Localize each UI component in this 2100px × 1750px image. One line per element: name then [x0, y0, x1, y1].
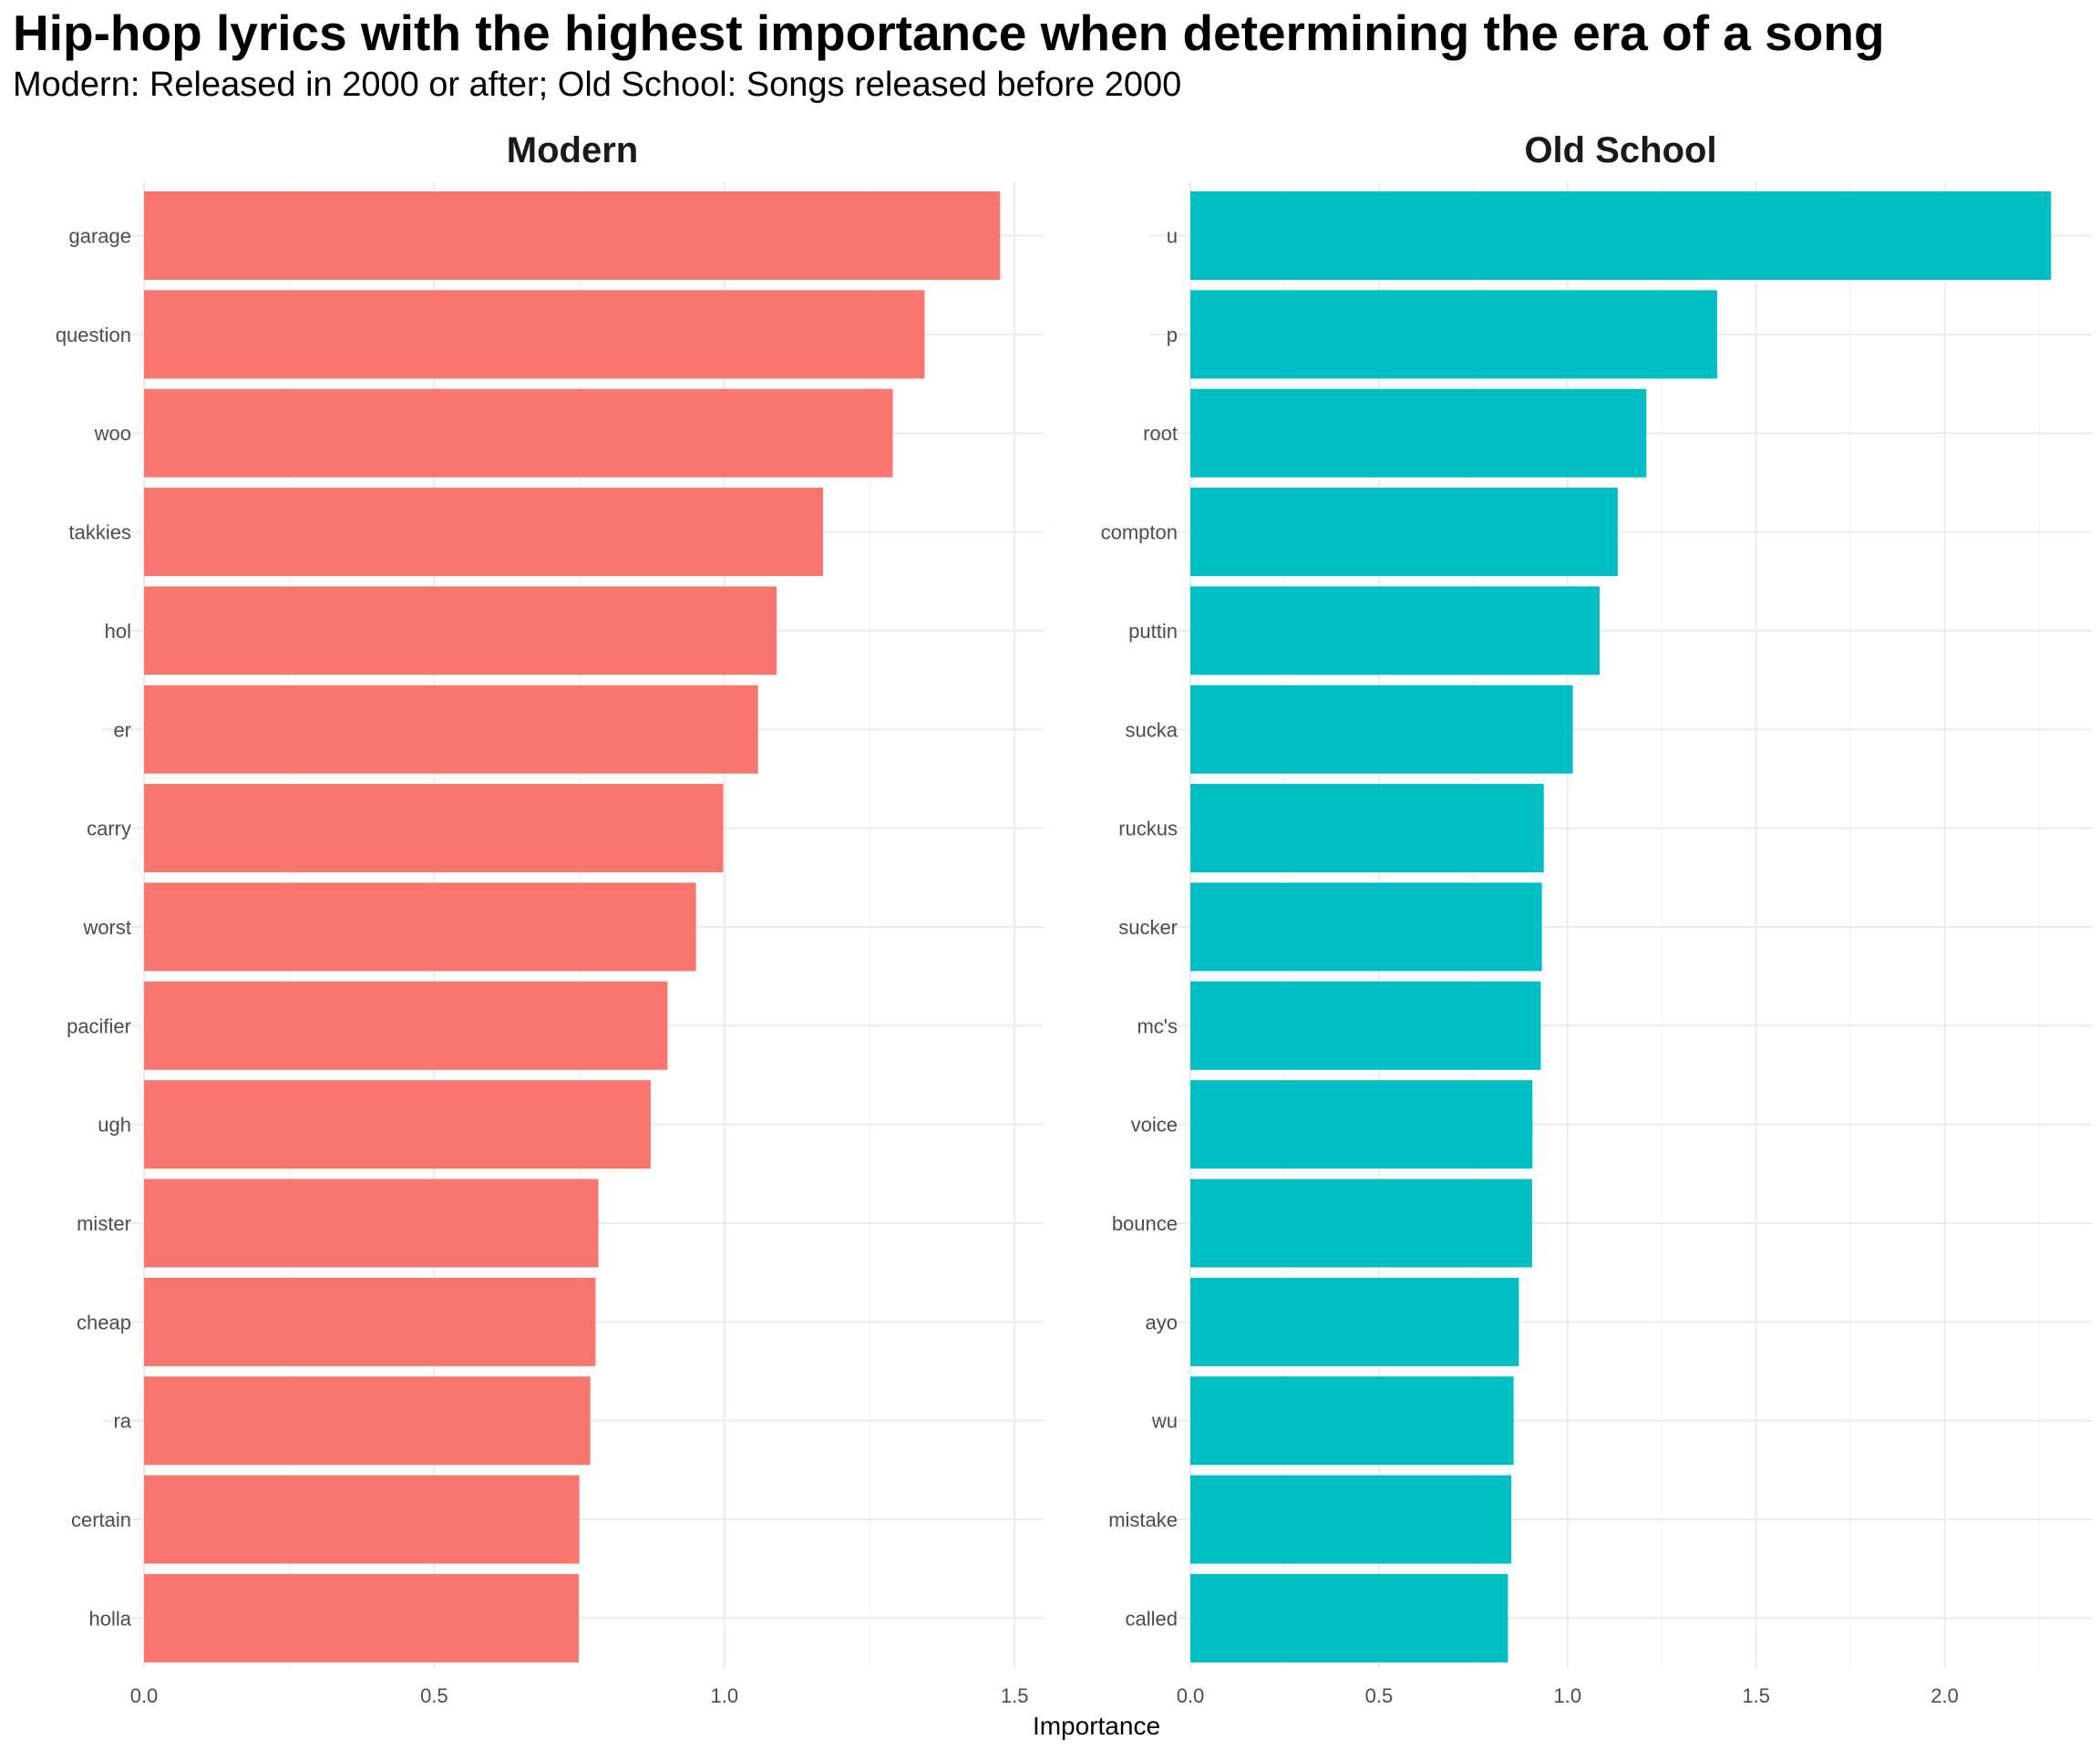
category-label: mister: [77, 1212, 131, 1235]
category-label: carry: [87, 818, 131, 840]
category-label: garage: [68, 225, 131, 248]
bar-cheap: [144, 1277, 596, 1366]
bar-sucka: [1190, 685, 1573, 774]
category-label: cheap: [77, 1311, 131, 1333]
bar-puttin: [1190, 586, 1600, 675]
bar-woo: [144, 388, 893, 478]
bar-takkies: [144, 488, 824, 577]
x-tick-label: 0.5: [1365, 1684, 1394, 1707]
bar-pacifier: [144, 981, 668, 1070]
category-label: ruckus: [1118, 818, 1178, 840]
x-tick-label: 0.5: [420, 1684, 448, 1707]
bar-garage: [144, 191, 1001, 280]
x-tick-label: 0.0: [1177, 1684, 1205, 1707]
x-axis-title: Importance: [1033, 1712, 1160, 1740]
x-tick-label: 1.5: [1001, 1684, 1029, 1707]
bar-u: [1190, 191, 2052, 280]
bar-carry: [144, 784, 724, 873]
category-label: ra: [113, 1410, 131, 1433]
category-label: root: [1143, 422, 1178, 445]
chart-title: Hip-hop lyrics with the highest importan…: [13, 5, 1885, 61]
category-label: sucka: [1126, 718, 1179, 741]
bar-sucker: [1190, 882, 1542, 972]
bar-mister: [144, 1179, 599, 1268]
category-label: takkies: [69, 521, 131, 544]
bar-question: [144, 290, 925, 379]
facet-title: Modern: [507, 130, 638, 170]
category-label: hol: [105, 620, 131, 643]
category-label: mistake: [1108, 1508, 1178, 1531]
chart-subtitle: Modern: Released in 2000 or after; Old S…: [13, 66, 1182, 104]
category-label: woo: [94, 422, 131, 445]
bar-called: [1190, 1573, 1508, 1662]
category-label: worst: [82, 916, 131, 939]
bar-voice: [1190, 1080, 1533, 1169]
bar-certain: [144, 1475, 580, 1564]
category-label: holla: [89, 1607, 132, 1630]
bar-ruckus: [1190, 784, 1544, 873]
category-label: er: [113, 718, 131, 741]
x-tick-label: 0.0: [130, 1684, 159, 1707]
category-label: sucker: [1118, 916, 1178, 939]
x-tick-label: 1.0: [1554, 1684, 1582, 1707]
bar-p: [1190, 290, 1718, 379]
category-label: mc's: [1137, 1014, 1178, 1037]
bar-ugh: [144, 1080, 651, 1169]
category-label: certain: [71, 1508, 131, 1531]
facet-modern: Modern garage question woo takkies hol er carry…: [56, 130, 1044, 1707]
category-label: puttin: [1128, 620, 1178, 643]
x-tick-label: 1.5: [1742, 1684, 1770, 1707]
category-label: called: [1126, 1607, 1178, 1630]
facet-title: Old School: [1524, 130, 1716, 170]
category-label: p: [1167, 324, 1178, 346]
category-label: ugh: [98, 1114, 131, 1137]
category-label: question: [56, 324, 131, 346]
category-label: voice: [1131, 1114, 1178, 1137]
bar-er: [144, 685, 758, 774]
x-tick-label: 1.0: [710, 1684, 738, 1707]
category-label: ayo: [1146, 1311, 1178, 1333]
bar-mistake: [1190, 1475, 1512, 1564]
bar-compton: [1190, 488, 1618, 577]
bar-ra: [144, 1376, 591, 1466]
bar-wu: [1190, 1376, 1514, 1466]
category-label: u: [1167, 225, 1178, 248]
facet-old-school: Old School u p root compton puttin sucka ruckus…: [1101, 130, 2092, 1707]
category-label: pacifier: [67, 1014, 131, 1037]
bar-bounce: [1190, 1179, 1532, 1268]
category-label: wu: [1151, 1410, 1178, 1433]
bar-holla: [144, 1573, 579, 1662]
category-label: compton: [1101, 521, 1178, 544]
category-label: bounce: [1112, 1212, 1178, 1235]
bar-root: [1190, 388, 1647, 478]
bar-ayo: [1190, 1277, 1519, 1366]
bar-mcs: [1190, 981, 1541, 1070]
bar-worst: [144, 882, 696, 972]
bar-hol: [144, 586, 777, 675]
x-tick-label: 2.0: [1930, 1684, 1959, 1707]
